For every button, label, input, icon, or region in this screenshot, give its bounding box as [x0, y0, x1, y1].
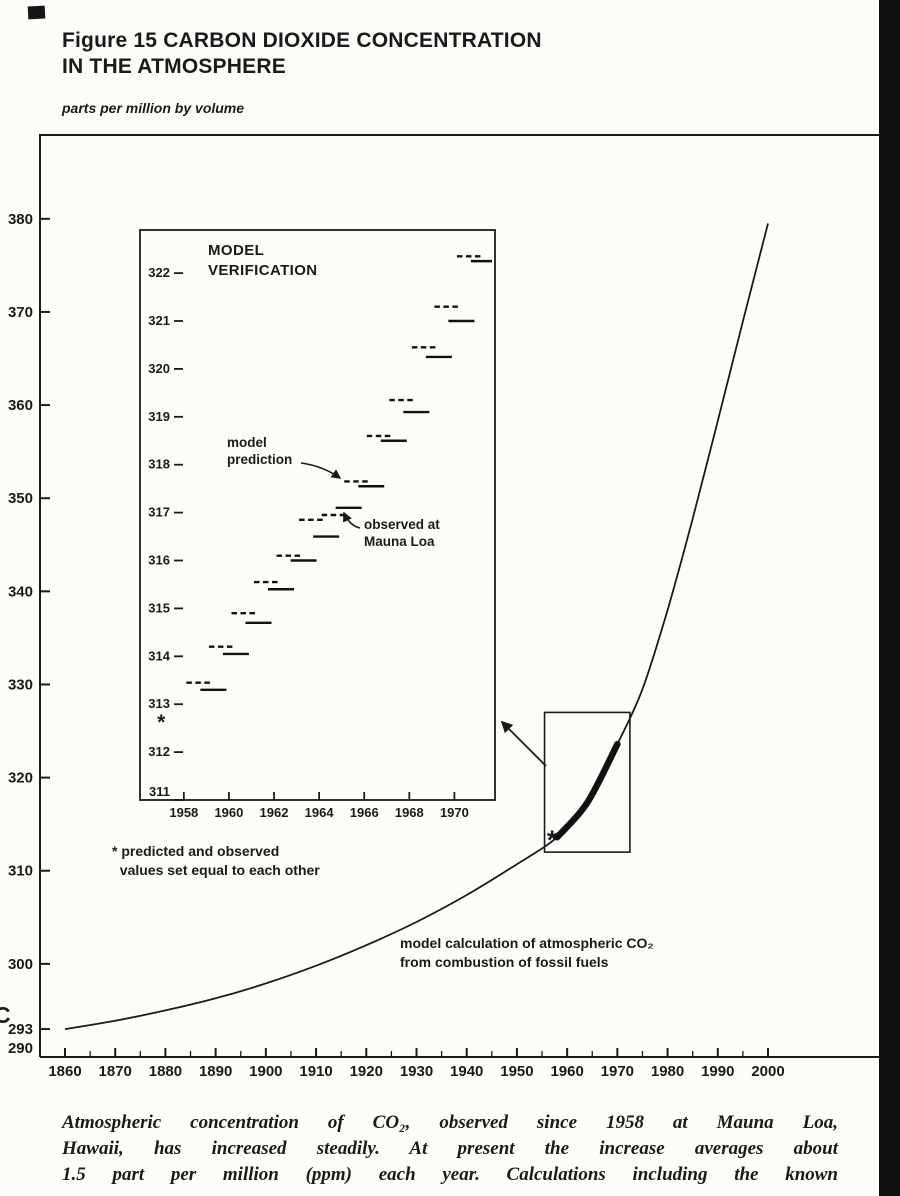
- y-tick-label: 290: [8, 1040, 33, 1057]
- observed-arrow: [343, 511, 361, 529]
- figure-title-line2: IN THE ATMOSPHERE: [62, 55, 286, 78]
- start-asterisk-marker: *: [547, 825, 558, 855]
- inset-y-tick-label: 319: [148, 409, 170, 424]
- x-tick-label: 1960: [550, 1063, 583, 1080]
- observed-overlap-thick-segment: [553, 740, 621, 841]
- inset-y-tick-label: 322: [148, 265, 170, 280]
- x-tick-label: 1900: [249, 1063, 282, 1080]
- x-tick-label: 1920: [350, 1063, 383, 1080]
- y-tick-label: 330: [8, 676, 33, 693]
- figure-title: Figure 15 CARBON DIOXIDE CONCENTRATION I…: [62, 28, 542, 80]
- model-prediction-annotation: model prediction: [227, 435, 293, 467]
- inset-y-tick-label: 313: [148, 696, 170, 711]
- inset-x-tick-label: 1962: [260, 805, 289, 820]
- y-axis-unit-label: parts per million by volume: [62, 100, 245, 116]
- inset-frame: [139, 229, 496, 801]
- x-tick-label: 1930: [400, 1063, 433, 1080]
- model-prediction-arrow: [300, 462, 342, 479]
- model-curve-annotation: model calculation of atmospheric CO₂ fro…: [400, 935, 654, 970]
- x-tick-label: 1860: [48, 1063, 81, 1080]
- inset-x-tick-label: 1968: [395, 805, 424, 820]
- y-tick-label: 360: [8, 397, 33, 414]
- inset-x-tick-label: 1958: [169, 805, 198, 820]
- inset-y-tick-label: 321: [148, 313, 170, 328]
- inset-y-tick-label: 316: [148, 553, 170, 568]
- x-tick-label: 2000: [751, 1063, 784, 1080]
- inset-y-tick-label: 318: [148, 457, 170, 472]
- figure-title-line1: Figure 15 CARBON DIOXIDE CONCENTRATION: [62, 29, 542, 52]
- x-tick-label: 1940: [450, 1063, 483, 1080]
- inset-footnote: * predicted and observed values set equa…: [112, 843, 320, 878]
- scan-artifact-right-edge: [879, 0, 900, 1196]
- y-tick-label: 320: [8, 770, 33, 787]
- model-calculation-curve: [64, 223, 769, 1030]
- inset-x-tick-label: 1964: [305, 805, 335, 820]
- x-tick-label: 1970: [601, 1063, 634, 1080]
- inset-y-tick-label: 312: [148, 744, 170, 759]
- inset-y-tick-label: 314: [148, 648, 170, 663]
- main-plot-frame: [39, 134, 886, 1058]
- y-tick-label: 293: [8, 1021, 33, 1038]
- x-tick-label: 1980: [651, 1063, 684, 1080]
- y-tick-label: 380: [8, 211, 33, 228]
- observed-at-mauna-loa-annotation: observed at Mauna Loa: [364, 517, 440, 549]
- x-tick-label: 1910: [299, 1063, 332, 1080]
- figure-caption: Atmospheric concentration of CO₂, observ…: [62, 1110, 838, 1188]
- caption-line-1: Atmospheric concentration of CO₂, observ…: [62, 1112, 838, 1133]
- y-tick-label: 340: [8, 583, 33, 600]
- x-tick-label: 1870: [99, 1063, 132, 1080]
- x-tick-label: 1880: [149, 1063, 182, 1080]
- x-tick-label: 1890: [199, 1063, 232, 1080]
- zoom-connector-arrow: [500, 720, 547, 767]
- x-tick-label: 1950: [500, 1063, 533, 1080]
- y-tick-label: 300: [8, 956, 33, 973]
- inset-model-verification-chart: 322 321 320 319 318 317 316 315 314 313 312 311 1958…: [139, 229, 496, 820]
- x-tick-label: 1990: [701, 1063, 734, 1080]
- inset-start-asterisk-marker: *: [157, 711, 166, 734]
- inset-y-tick-label: 320: [148, 361, 170, 376]
- left-margin-mark: C: [0, 1002, 11, 1028]
- y-tick-label: 350: [8, 490, 33, 507]
- inset-y-tick-label: 317: [148, 505, 170, 520]
- inset-x-tick-label: 1966: [350, 805, 379, 820]
- y-tick-label: 310: [8, 863, 33, 880]
- inset-title: MODEL VERIFICATION: [208, 242, 318, 279]
- caption-line-2: Hawaii, has increased steadily. At prese…: [62, 1138, 838, 1159]
- main-chart: 380 370 360 350 340 330 320 310 300 293 290 1860 187…: [8, 134, 886, 1080]
- y-tick-label: 370: [8, 304, 33, 321]
- inset-y-tick-label: 311: [149, 784, 170, 799]
- zoom-region-box: [543, 711, 631, 853]
- caption-line-3: 1.5 part per million (ppm) each year. Ca…: [62, 1164, 838, 1185]
- inset-x-tick-label: 1960: [214, 805, 243, 820]
- inset-y-tick-label: 315: [148, 600, 170, 615]
- inset-x-tick-label: 1970: [440, 805, 469, 820]
